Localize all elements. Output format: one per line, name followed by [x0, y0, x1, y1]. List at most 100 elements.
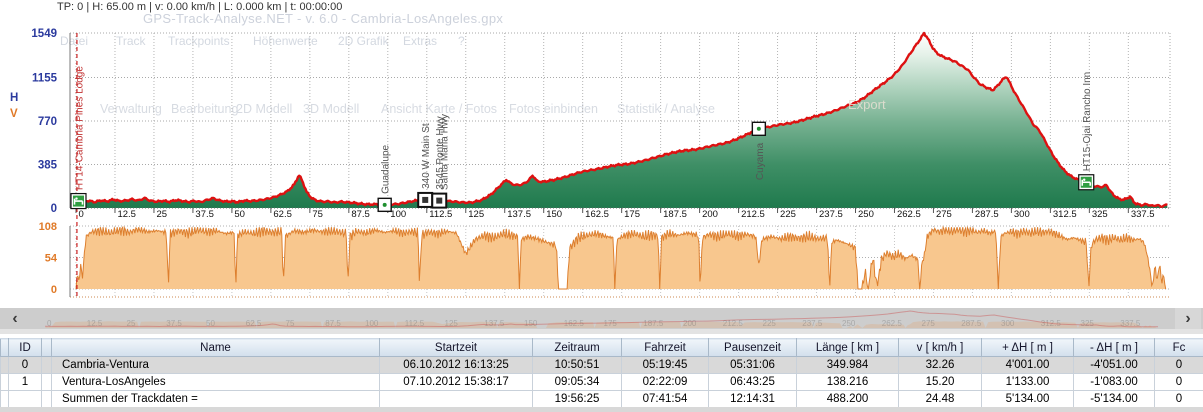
x-tick-label: 75: [312, 209, 323, 220]
x-tick-label: 325: [1092, 209, 1108, 220]
column-header-name[interactable]: Name: [51, 338, 380, 357]
x-tick-label: 262.5: [897, 209, 921, 220]
scroll-right-button[interactable]: ›: [1175, 308, 1201, 329]
waypoint-label: 340 W Main St: [421, 123, 432, 189]
x-tick-label: 337.5: [1131, 209, 1155, 220]
table-row[interactable]: 1 Ventura-LosAngeles 07.10.2012 15:38:17 09…: [0, 373, 1203, 391]
column-header-dh_minus[interactable]: - ΔH [ m ]: [1073, 338, 1155, 357]
gutter-cell: [41, 356, 52, 374]
chevron-right-icon: ›: [1185, 309, 1191, 327]
x-tick-label: 300: [1014, 209, 1030, 220]
waypoint-marker-waypoint[interactable]: [751, 121, 767, 137]
cell-pausenzeit: 12:14:31: [708, 390, 797, 408]
track-data-table: ID Name Startzeit Zeitraum Fahrzeit Pausenzei…: [0, 338, 1203, 408]
x-tick-label: 225: [780, 209, 796, 220]
waypoint-label: Guadalupe: [381, 144, 392, 193]
x-tick-label: 125: [468, 209, 484, 220]
overview-tick-label: 125: [445, 319, 459, 328]
overview-tick-label: 150: [524, 319, 538, 328]
overview-tick-label: 200: [683, 319, 697, 328]
x-tick-label: 187.5: [663, 209, 687, 220]
overview-tick-label: 312.5: [1041, 319, 1062, 328]
overview-tick-label: 287.5: [961, 319, 982, 328]
cell-id: 0: [8, 356, 42, 374]
overview-tick-label: 300: [1001, 319, 1015, 328]
scroll-left-button[interactable]: ‹: [2, 308, 28, 329]
overview-tick-label: 112.5: [405, 319, 425, 328]
elevation-axis-title: H: [10, 92, 18, 104]
overview-tick-label: 62.5: [246, 319, 262, 328]
elevation-area-fill: [76, 33, 1168, 208]
waypoint-marker-photo[interactable]: [417, 191, 434, 208]
x-tick-label: 287.5: [975, 209, 999, 220]
x-tick-label: 12.5: [117, 209, 136, 220]
cell-laenge: 349.984: [796, 356, 899, 374]
horizontal-scrollbar[interactable]: 0 12.5 25 37.5 50 62.5 75 87.5 100 112.5 125 137.5 1…: [0, 308, 1203, 329]
column-header-fahrzeit[interactable]: Fahrzeit: [621, 338, 709, 357]
column-header-dh_plus[interactable]: + ΔH [ m ]: [981, 338, 1074, 357]
x-tick-label: 100: [390, 209, 406, 220]
x-tick-label: 162.5: [585, 209, 609, 220]
column-header-v[interactable]: v [ km/h ]: [898, 338, 982, 357]
overview-elevation-silhouette: [44, 310, 1159, 328]
column-header-startzeit[interactable]: Startzeit: [379, 338, 533, 357]
elevation-y-tick-label: 770: [38, 116, 57, 128]
cell-fc: 0: [1154, 373, 1203, 391]
x-tick-label: 200: [702, 209, 718, 220]
table-row[interactable]: Summen der Trackdaten = 19:56:25 07:41:54 1…: [0, 390, 1203, 408]
cell-pausenzeit: 06:43:25: [708, 373, 797, 391]
x-tick-label: 250: [858, 209, 874, 220]
table-row[interactable]: 0 Cambria-Ventura 06.10.2012 16:13:25 10:50…: [0, 356, 1203, 374]
overview-tick-label: 25: [127, 319, 136, 328]
cell-dh_minus: -5'134.00: [1073, 390, 1155, 408]
column-header-id[interactable]: ID: [8, 338, 42, 357]
x-tick-label: 312.5: [1053, 209, 1077, 220]
cell-laenge: 488.200: [796, 390, 899, 408]
rowhdr-cell: [0, 390, 9, 408]
cell-laenge: 138.216: [796, 373, 899, 391]
x-tick-label: 112.5: [429, 209, 452, 220]
overview-tick-label: 250: [842, 319, 856, 328]
cell-dh_minus: -1'083.00: [1073, 373, 1155, 391]
column-header-rowhdr[interactable]: [0, 338, 9, 357]
cell-fahrzeit: 02:22:09: [621, 373, 709, 391]
cell-dh_plus: 5'134.00: [981, 390, 1074, 408]
waypoint-marker-photo[interactable]: [431, 192, 448, 209]
column-header-laenge[interactable]: Länge [ km ]: [796, 338, 899, 357]
overview-tick-label: 50: [206, 319, 215, 328]
x-tick-label: 275: [936, 209, 952, 220]
overview-tick-label: 275: [922, 319, 936, 328]
overview-tick-label: 175: [604, 319, 618, 328]
column-header-gutter[interactable]: [41, 338, 52, 357]
overview-tick-label: 75: [286, 319, 295, 328]
overview-tick-label: 225: [763, 319, 777, 328]
cell-pausenzeit: 05:31:06: [708, 356, 797, 374]
column-header-zeitraum[interactable]: Zeitraum: [532, 338, 622, 357]
overview-tick-label: 237.5: [802, 319, 823, 328]
column-header-pausenzeit[interactable]: Pausenzeit: [708, 338, 797, 357]
speed-y-tick-label: 108: [39, 221, 57, 233]
rowhdr-cell: [0, 356, 9, 374]
overview-speed-silhouette: [45, 321, 1157, 328]
x-tick-label: 50: [234, 209, 245, 220]
waypoint-marker-lodging[interactable]: [1078, 174, 1095, 191]
scrollbar-overview-silhouette: 0 12.5 25 37.5 50 62.5 75 87.5 100 112.5 125 137.5 1…: [44, 310, 1159, 328]
x-tick-label: 37.5: [195, 209, 214, 220]
cell-name: Summen der Trackdaten =: [51, 390, 380, 408]
x-tick-label: 212.5: [741, 209, 765, 220]
waypoint-marker-waypoint[interactable]: [377, 197, 392, 213]
elevation-y-tick-label: 385: [38, 160, 58, 172]
overview-tick-label: 0: [47, 319, 52, 328]
cell-fc: 0: [1154, 356, 1203, 374]
x-tick-label: 237.5: [819, 209, 843, 220]
elevation-y-tick-label: 1549: [31, 28, 57, 40]
cell-fc: 0: [1154, 390, 1203, 408]
column-header-fc[interactable]: Fc: [1154, 338, 1203, 357]
waypoint-label: Santa Maria Hwy: [440, 114, 451, 190]
waypoint-label: 3545 Ponte Hwy: [435, 116, 446, 189]
x-tick-label: 25: [156, 209, 167, 220]
waypoint-marker-lodging[interactable]: [70, 192, 87, 210]
cell-id: [8, 390, 42, 408]
elevation-and-speed-charts[interactable]: 1549 1155 770 385 0 0 12.5 25 37.5 50 62.5 75 87.5 10…: [0, 0, 1203, 306]
cell-name: Cambria-Ventura: [51, 356, 380, 374]
